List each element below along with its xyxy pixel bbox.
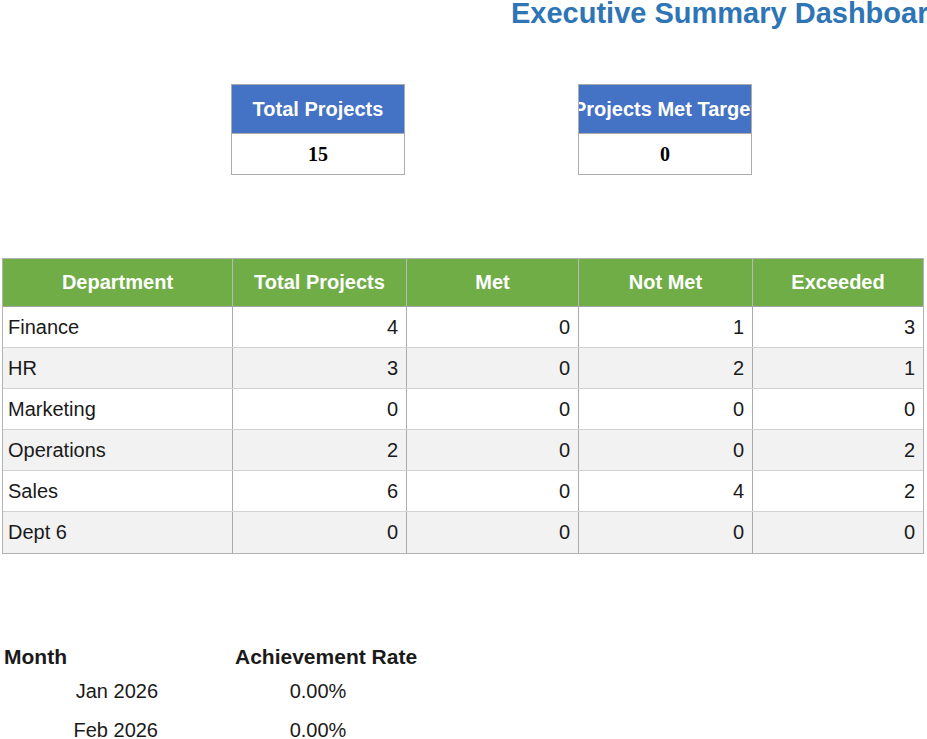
cell-department: Marketing	[3, 389, 233, 429]
cell-department: Finance	[3, 307, 233, 347]
kpi-card-projects-met-target: Projects Met Target 0	[578, 84, 752, 175]
cell-met: 0	[407, 512, 579, 553]
cell-department: HR	[3, 348, 233, 388]
cell-not-met: 2	[579, 348, 753, 388]
table-row: Operations 2 0 0 2	[3, 430, 923, 471]
cell-not-met: 0	[579, 389, 753, 429]
column-header-exceeded: Exceeded	[753, 259, 923, 306]
cell-met: 0	[407, 348, 579, 388]
cell-total-projects: 0	[233, 512, 407, 553]
cell-department: Operations	[3, 430, 233, 470]
table-row: Dept 6 0 0 0 0	[3, 512, 923, 553]
cell-not-met: 0	[579, 512, 753, 553]
table-row: Marketing 0 0 0 0	[3, 389, 923, 430]
kpi-card-total-projects: Total Projects 15	[231, 84, 405, 175]
cell-exceeded: 3	[753, 307, 923, 347]
achievement-rate-value: 0.00%	[232, 719, 404, 739]
table-header-row: Department Total Projects Met Not Met Ex…	[3, 259, 923, 307]
cell-not-met: 0	[579, 430, 753, 470]
department-summary-table: Department Total Projects Met Not Met Ex…	[2, 258, 924, 554]
achievement-rate-value: 0.00%	[232, 680, 404, 703]
cell-exceeded: 2	[753, 430, 923, 470]
cell-department: Sales	[3, 471, 233, 511]
cell-total-projects: 0	[233, 389, 407, 429]
kpi-label: Projects Met Target	[579, 85, 751, 134]
kpi-label: Total Projects	[232, 85, 404, 134]
cell-total-projects: 3	[233, 348, 407, 388]
month-value: Feb 2026	[0, 719, 158, 739]
cell-met: 0	[407, 307, 579, 347]
cell-total-projects: 4	[233, 307, 407, 347]
cell-department: Dept 6	[3, 512, 233, 553]
month-value: Jan 2026	[0, 680, 158, 703]
cell-exceeded: 2	[753, 471, 923, 511]
column-header-not-met: Not Met	[579, 259, 753, 306]
kpi-value: 15	[232, 134, 404, 174]
cell-exceeded: 0	[753, 512, 923, 553]
cell-not-met: 1	[579, 307, 753, 347]
cell-total-projects: 6	[233, 471, 407, 511]
table-row: HR 3 0 2 1	[3, 348, 923, 389]
cell-not-met: 4	[579, 471, 753, 511]
column-header-met: Met	[407, 259, 579, 306]
month-column-header: Month	[4, 645, 67, 669]
table-row: Sales 6 0 4 2	[3, 471, 923, 512]
column-header-department: Department	[3, 259, 233, 306]
column-header-total-projects: Total Projects	[233, 259, 407, 306]
page-title: Executive Summary Dashboard	[511, 0, 927, 30]
achievement-rate-column-header: Achievement Rate	[235, 645, 417, 669]
cell-total-projects: 2	[233, 430, 407, 470]
cell-exceeded: 1	[753, 348, 923, 388]
table-row: Finance 4 0 1 3	[3, 307, 923, 348]
cell-met: 0	[407, 430, 579, 470]
cell-met: 0	[407, 389, 579, 429]
kpi-value: 0	[579, 134, 751, 174]
cell-met: 0	[407, 471, 579, 511]
cell-exceeded: 0	[753, 389, 923, 429]
